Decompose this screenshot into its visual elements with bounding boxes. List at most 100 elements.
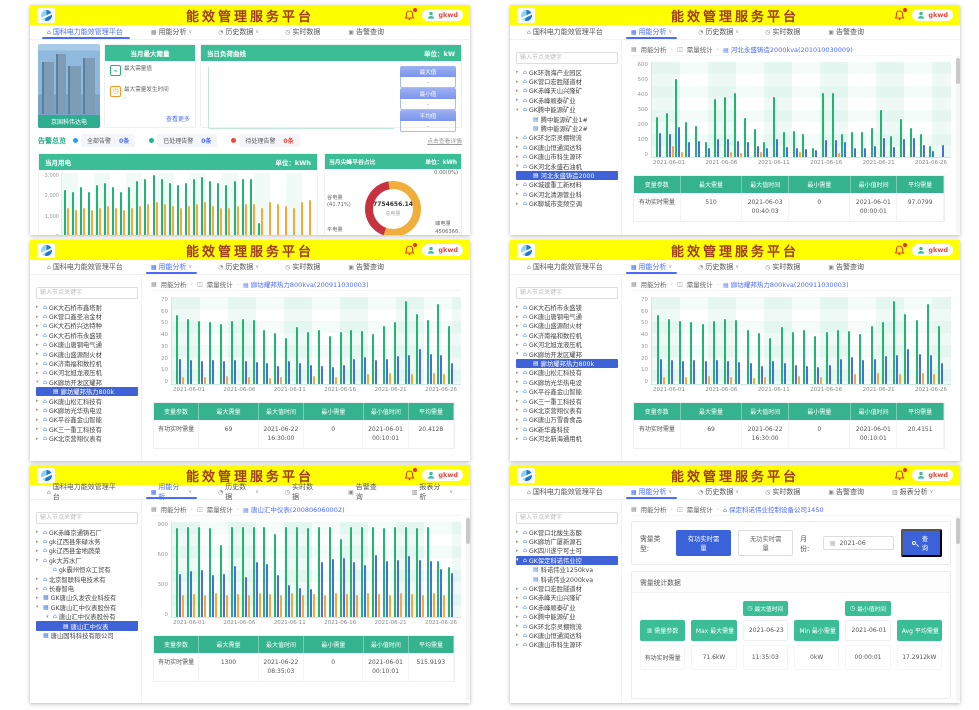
- tree-item[interactable]: ▸ ⌂ GK腾中能源矿业: [516, 613, 576, 622]
- tree-item[interactable]: ▸ ⌂ GK唐山唐钢电气通: [516, 313, 582, 322]
- query-button[interactable]: 查询: [900, 529, 942, 557]
- tree-item[interactable]: ▸ ⌂ GK济南福和数控机: [36, 360, 102, 369]
- nav-item[interactable]: ▥ 报表分析 ∨: [411, 483, 454, 501]
- tree-item[interactable]: ▤ 科诺伟业1250kva: [533, 566, 594, 575]
- tree-item[interactable]: ▸ ⌂ 北京智联科电技术有: [36, 575, 106, 584]
- tree-item[interactable]: ▾ ⌂ GK河北永盛石油机: [516, 162, 582, 171]
- tree-item[interactable]: ▤ 廊坊耀邦热力800k: [516, 358, 618, 369]
- tree-item[interactable]: ▸ ⌂ GK廊坊广厦新源石: [516, 538, 582, 547]
- user-menu[interactable]: gkwd: [912, 9, 953, 21]
- notification-bell-icon[interactable]: [404, 6, 419, 21]
- tree-item[interactable]: ⌂ gk霸州恒众工贸有: [53, 566, 111, 575]
- tree-item[interactable]: ▸ ⌂ GK平谷鑫金山智能: [36, 416, 102, 425]
- nav-item[interactable]: ▦ 用能分析 ∨: [138, 260, 205, 274]
- tree-item[interactable]: ▸ ⌂ GK济南福和数控机: [516, 331, 582, 340]
- user-menu[interactable]: gkwd: [422, 244, 463, 256]
- nav-item[interactable]: ◷ 实时数据: [284, 483, 314, 501]
- alarm-stat-item[interactable]: 已处理告警 0条: [149, 134, 218, 147]
- notification-bell-icon[interactable]: [894, 241, 909, 256]
- tree-item[interactable]: ▸ ⌂ GK大石桥市鑫塔耐: [36, 303, 102, 312]
- nav-item[interactable]: ⌂ 国科电力能效管理平台: [527, 263, 603, 271]
- tree-item[interactable]: ▸ ⌂ GK廊坊光华热电设: [36, 406, 102, 415]
- scrollbar[interactable]: [956, 516, 960, 701]
- tree-item[interactable]: ▸ ⌂ GK三一重工科技有: [516, 397, 582, 406]
- tree-item[interactable]: ▸ ⌂ GK四川遂宁可士可: [516, 547, 582, 556]
- tree-item[interactable]: ▸ ⌂ GK营口宏胜隧道材: [516, 78, 582, 87]
- nav-item[interactable]: ◷ 实时数据: [765, 263, 801, 271]
- tree-item[interactable]: ▸ ⌂ GK城建重工新材料: [516, 181, 582, 190]
- nav-item[interactable]: ▣ 告警查询: [828, 488, 864, 496]
- tree-item[interactable]: ▸ ⌂ GK唐山松汇科技有: [516, 369, 582, 378]
- notification-bell-icon[interactable]: [894, 466, 909, 481]
- tree-item[interactable]: ▸ ⌂ GK营口鑫圣冶金材: [36, 313, 102, 322]
- tree-item[interactable]: ▸ ⌂ GK赤峰天山兴隆矿: [516, 87, 582, 96]
- tree-item[interactable]: ▸ ⌂ GK大石桥市永盛镁: [36, 331, 102, 340]
- nav-item[interactable]: ⌂ 国科电力能效管理平台: [47, 483, 116, 501]
- search-input[interactable]: [516, 511, 618, 524]
- nav-item[interactable]: ⌂ 国科电力能效管理平台: [527, 488, 603, 496]
- tree-item[interactable]: ▸ ⌂ GK营口北鲅生态酿: [516, 528, 582, 537]
- nav-item[interactable]: ⌂ 国科电力能效管理平台: [47, 263, 123, 271]
- alarm-detail-link[interactable]: 点击查看详情: [427, 139, 462, 145]
- nav-item[interactable]: ◔ 历史数据 ∨: [698, 488, 740, 496]
- nav-item[interactable]: ▣ 告警查询: [348, 483, 377, 501]
- tree-item[interactable]: ▸ ⌂ GK赤峰天山兴隆矿: [516, 594, 582, 603]
- tree-item[interactable]: ▸ ⌂ GK赤峰顺泰矿业: [516, 96, 576, 105]
- nav-item[interactable]: ◔ 历史数据 ∨: [698, 263, 740, 271]
- search-input[interactable]: [36, 511, 138, 524]
- nav-item[interactable]: ◔ 历史数据 ∨: [698, 28, 740, 36]
- nav-item[interactable]: ◔ 历史数据 ∨: [218, 263, 260, 271]
- tree-item[interactable]: ▸ ⌂ GK北京营翔仪表有: [36, 435, 102, 444]
- tree-item[interactable]: ▤ 廊坊耀邦热力800k: [36, 387, 138, 397]
- tree-item[interactable]: ▸ ⌂ gk辽西县金地蔬菜: [36, 547, 101, 556]
- tree-item[interactable]: ▸ ⌂ GK环渤海产业园区: [516, 68, 582, 77]
- nav-item[interactable]: ▦ 用能分析 ∨: [618, 25, 685, 39]
- tree-item[interactable]: ▸ ⌂ GK唐山恒通润达科: [516, 631, 582, 640]
- tree-item[interactable]: ▸ ⌂ GK环北京灵棚物流: [516, 622, 582, 631]
- tree-item[interactable]: ▸ ⌂ GK河北旭龙液压机: [516, 341, 582, 350]
- nav-item[interactable]: ⌂ 国科电力能效管理平台: [527, 28, 603, 36]
- alarm-stat-item[interactable]: 全部告警 0条: [73, 134, 136, 147]
- tree-item[interactable]: ▸ ⌂ GK唐山市科生源环: [516, 641, 582, 650]
- tree-item[interactable]: ▸ ⌂ GK廊坊光华热电设: [516, 378, 582, 387]
- nav-item[interactable]: ▦ 用能分析 ∨: [138, 483, 205, 501]
- tree-item[interactable]: ▸ ⌂ GK北京营翔仪表有: [516, 406, 582, 415]
- tree-item[interactable]: ▸ ▦ GK唐山久发农业科技有: [36, 594, 117, 603]
- notification-bell-icon[interactable]: [894, 6, 909, 21]
- search-input[interactable]: [516, 286, 618, 299]
- tree-item[interactable]: ▦ 唐山国科科技有限公司: [43, 631, 114, 640]
- tree-item[interactable]: ▸ ⌂ GK唐山万雪香食品: [516, 416, 582, 425]
- notification-bell-icon[interactable]: [404, 241, 419, 256]
- nav-item[interactable]: ▣ 告警查询: [828, 28, 864, 36]
- tree-item[interactable]: ▸ ⌂ GK赤峰京通铸石厂: [36, 528, 102, 537]
- tree-item[interactable]: ▸ ⌂ GK唐山盛源耐火材: [516, 322, 582, 331]
- nav-item[interactable]: ◷ 实时数据: [285, 263, 321, 271]
- month-picker[interactable]: ▦ 2021-06: [822, 536, 894, 550]
- tree-item[interactable]: ▾ ⌂ GK廊坊开发区耀邦: [516, 350, 582, 359]
- tree-item[interactable]: ▸ ⌂ GK河北清源管业科: [516, 190, 582, 199]
- tree-item[interactable]: ▾ ⌂ 唐山汇中仪表股份有: [46, 613, 116, 622]
- scrollbar[interactable]: [956, 56, 960, 233]
- reactive-demand-button[interactable]: 无功实时需量: [738, 530, 794, 556]
- tree-item[interactable]: ▸ ⌂ GK河北旭龙液压机: [36, 369, 102, 378]
- nav-item[interactable]: ▣ 告警查询: [828, 263, 864, 271]
- tree-item[interactable]: ▸ ⌂ 长春智电: [36, 585, 74, 594]
- search-input[interactable]: [36, 286, 138, 299]
- nav-item[interactable]: ▦ 用能分析 ∨: [618, 485, 685, 499]
- user-menu[interactable]: gkwd: [912, 244, 953, 256]
- nav-item[interactable]: ▦ 用能分析 ∨: [618, 260, 685, 274]
- notification-bell-icon[interactable]: [404, 466, 419, 481]
- tree-item[interactable]: ▾ ⌂ GK廊坊开发区耀邦: [36, 378, 102, 387]
- tree-item[interactable]: ▸ ⌂ GK平谷鑫金山智能: [516, 388, 582, 397]
- tree-item[interactable]: ▾ ⌂ GK保定科诺伟业控: [516, 555, 618, 566]
- tree-item[interactable]: ▸ ⌂ GK唐山恒通润达科: [516, 143, 582, 152]
- tree-item[interactable]: ▤ 唐山汇中仪表: [36, 621, 138, 631]
- nav-item[interactable]: ▦ 用能分析 ∨: [150, 28, 193, 36]
- search-input[interactable]: [516, 51, 618, 64]
- tree-item[interactable]: ▸ ⌂ GK聊城市变频空调: [516, 200, 582, 209]
- user-menu[interactable]: gkwd: [422, 469, 463, 481]
- nav-item[interactable]: ◔ 历史数据 ∨: [218, 28, 260, 36]
- tree-item[interactable]: ▸ ⌂ GK赤峰顺泰矿业: [516, 603, 576, 612]
- nav-item[interactable]: ▣ 告警查询: [348, 28, 384, 36]
- nav-item[interactable]: ⌂ 国科电力能效管理平台: [34, 25, 138, 39]
